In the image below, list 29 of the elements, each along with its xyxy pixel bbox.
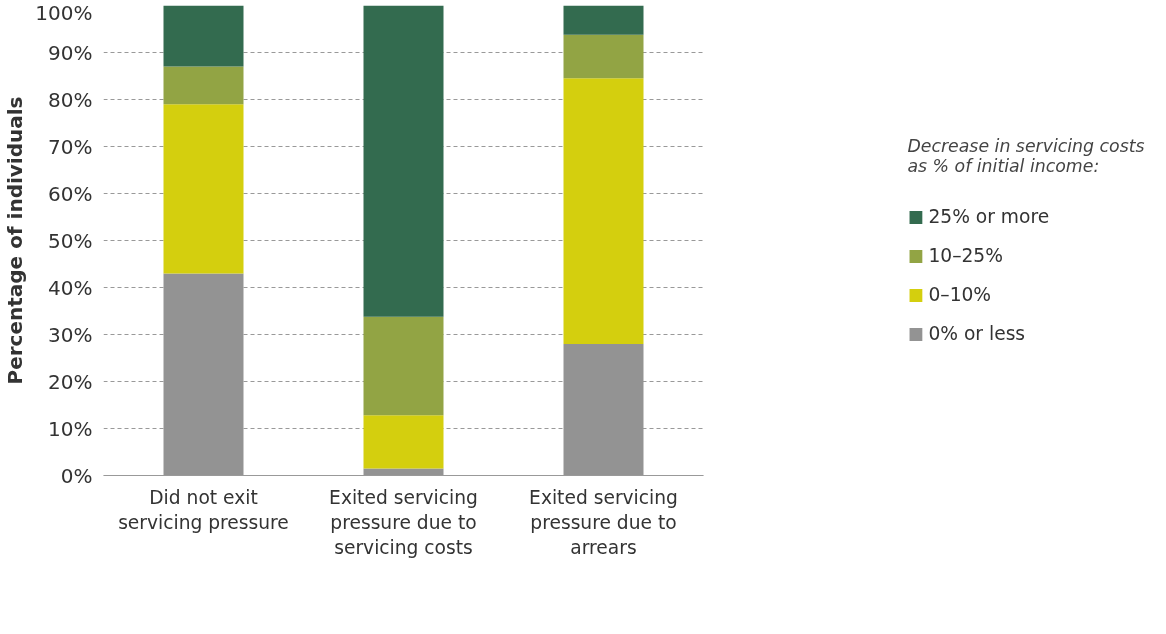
legend-title: Decrease in servicing costs as % of initial income:	[907, 136, 1145, 176]
y-tick-label: 40%	[48, 275, 93, 300]
bar	[563, 34, 644, 79]
bar	[563, 78, 644, 344]
legend-label: 0–10%	[928, 284, 992, 305]
legend-label: 10–25%	[928, 245, 1003, 266]
y-tick-label: 30%	[48, 322, 93, 347]
x-tick-label: Exited servicing pressure due to arrears	[529, 486, 678, 558]
x-tick-label: Exited servicing pressure due to servicing costs	[329, 486, 478, 558]
bar	[563, 5, 644, 35]
y-tick-label: 20%	[48, 369, 93, 394]
bar	[163, 104, 244, 274]
y-axis-title: Percentage of individuals	[3, 96, 28, 385]
legend-label: 0% or less	[928, 323, 1026, 344]
y-tick-label: 90%	[48, 40, 93, 65]
bar	[363, 5, 444, 317]
bar	[363, 415, 444, 469]
bar	[363, 316, 444, 416]
y-tick-label: 0%	[60, 463, 93, 488]
y-tick-label: 100%	[35, 0, 93, 25]
y-tick-label: 50%	[48, 228, 93, 253]
y-tick-label: 80%	[48, 87, 93, 112]
x-tick-label: Did not exit servicing pressure	[118, 486, 289, 533]
y-tick-label: 70%	[48, 134, 93, 159]
legend-label: 25% or more	[928, 206, 1050, 227]
bar	[163, 66, 244, 105]
bar	[163, 5, 244, 67]
y-tick-label: 10%	[48, 416, 93, 441]
y-tick-label: 60%	[48, 181, 93, 206]
